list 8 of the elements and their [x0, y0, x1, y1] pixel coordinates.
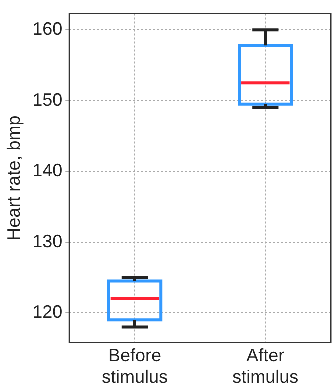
y-tick-label: 140	[32, 160, 63, 181]
x-tick-label: After stimulus	[232, 346, 299, 388]
y-tick-label: 130	[32, 231, 63, 252]
y-tick-label: 150	[32, 90, 63, 110]
y-tick-label: 160	[32, 19, 63, 40]
x-tick-label: Before stimulus	[102, 346, 168, 388]
y-axis-title: Heart rate, bmp	[4, 116, 24, 241]
y-tick-label: 120	[32, 302, 63, 322]
